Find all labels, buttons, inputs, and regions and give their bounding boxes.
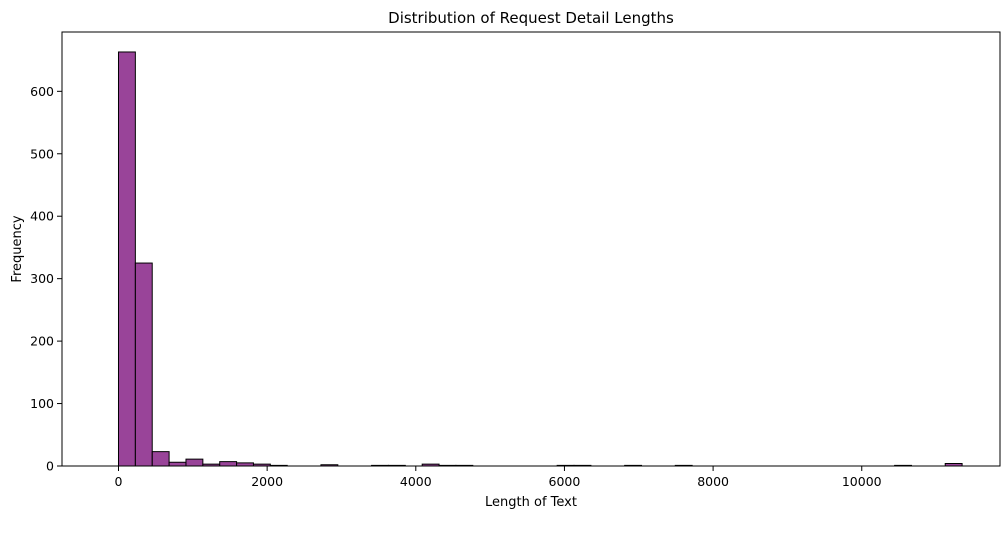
histogram-bar (168, 461, 187, 467)
x-tick-label: 0 (115, 474, 123, 489)
histogram-bar (151, 451, 170, 467)
x-tick-label: 8000 (697, 474, 729, 489)
bars-group (117, 51, 963, 467)
y-tick-label: 300 (30, 271, 54, 286)
x-tick-label: 10000 (842, 474, 882, 489)
y-tick-label: 600 (30, 84, 54, 99)
y-tick-label: 500 (30, 146, 54, 161)
x-tick-label: 2000 (251, 474, 283, 489)
histogram-bar (185, 458, 204, 467)
x-tick-label: 6000 (549, 474, 581, 489)
y-axis-ticks: 0 100 200 300 400 500 600 (30, 84, 62, 474)
histogram-bar (219, 461, 238, 467)
x-tick-label: 4000 (400, 474, 432, 489)
x-axis-label: Length of Text (485, 495, 577, 510)
chart-title: Distribution of Request Detail Lengths (388, 9, 674, 27)
y-axis-label: Frequency (10, 215, 25, 282)
y-tick-label: 0 (46, 459, 54, 474)
histogram-bar (134, 262, 153, 467)
histogram-bar (117, 51, 136, 467)
x-axis-ticks: 0 2000 4000 6000 8000 10000 (115, 466, 882, 489)
plot-frame (61, 31, 1001, 467)
y-tick-label: 100 (30, 396, 54, 411)
y-tick-label: 200 (30, 334, 54, 349)
y-tick-label: 400 (30, 209, 54, 224)
